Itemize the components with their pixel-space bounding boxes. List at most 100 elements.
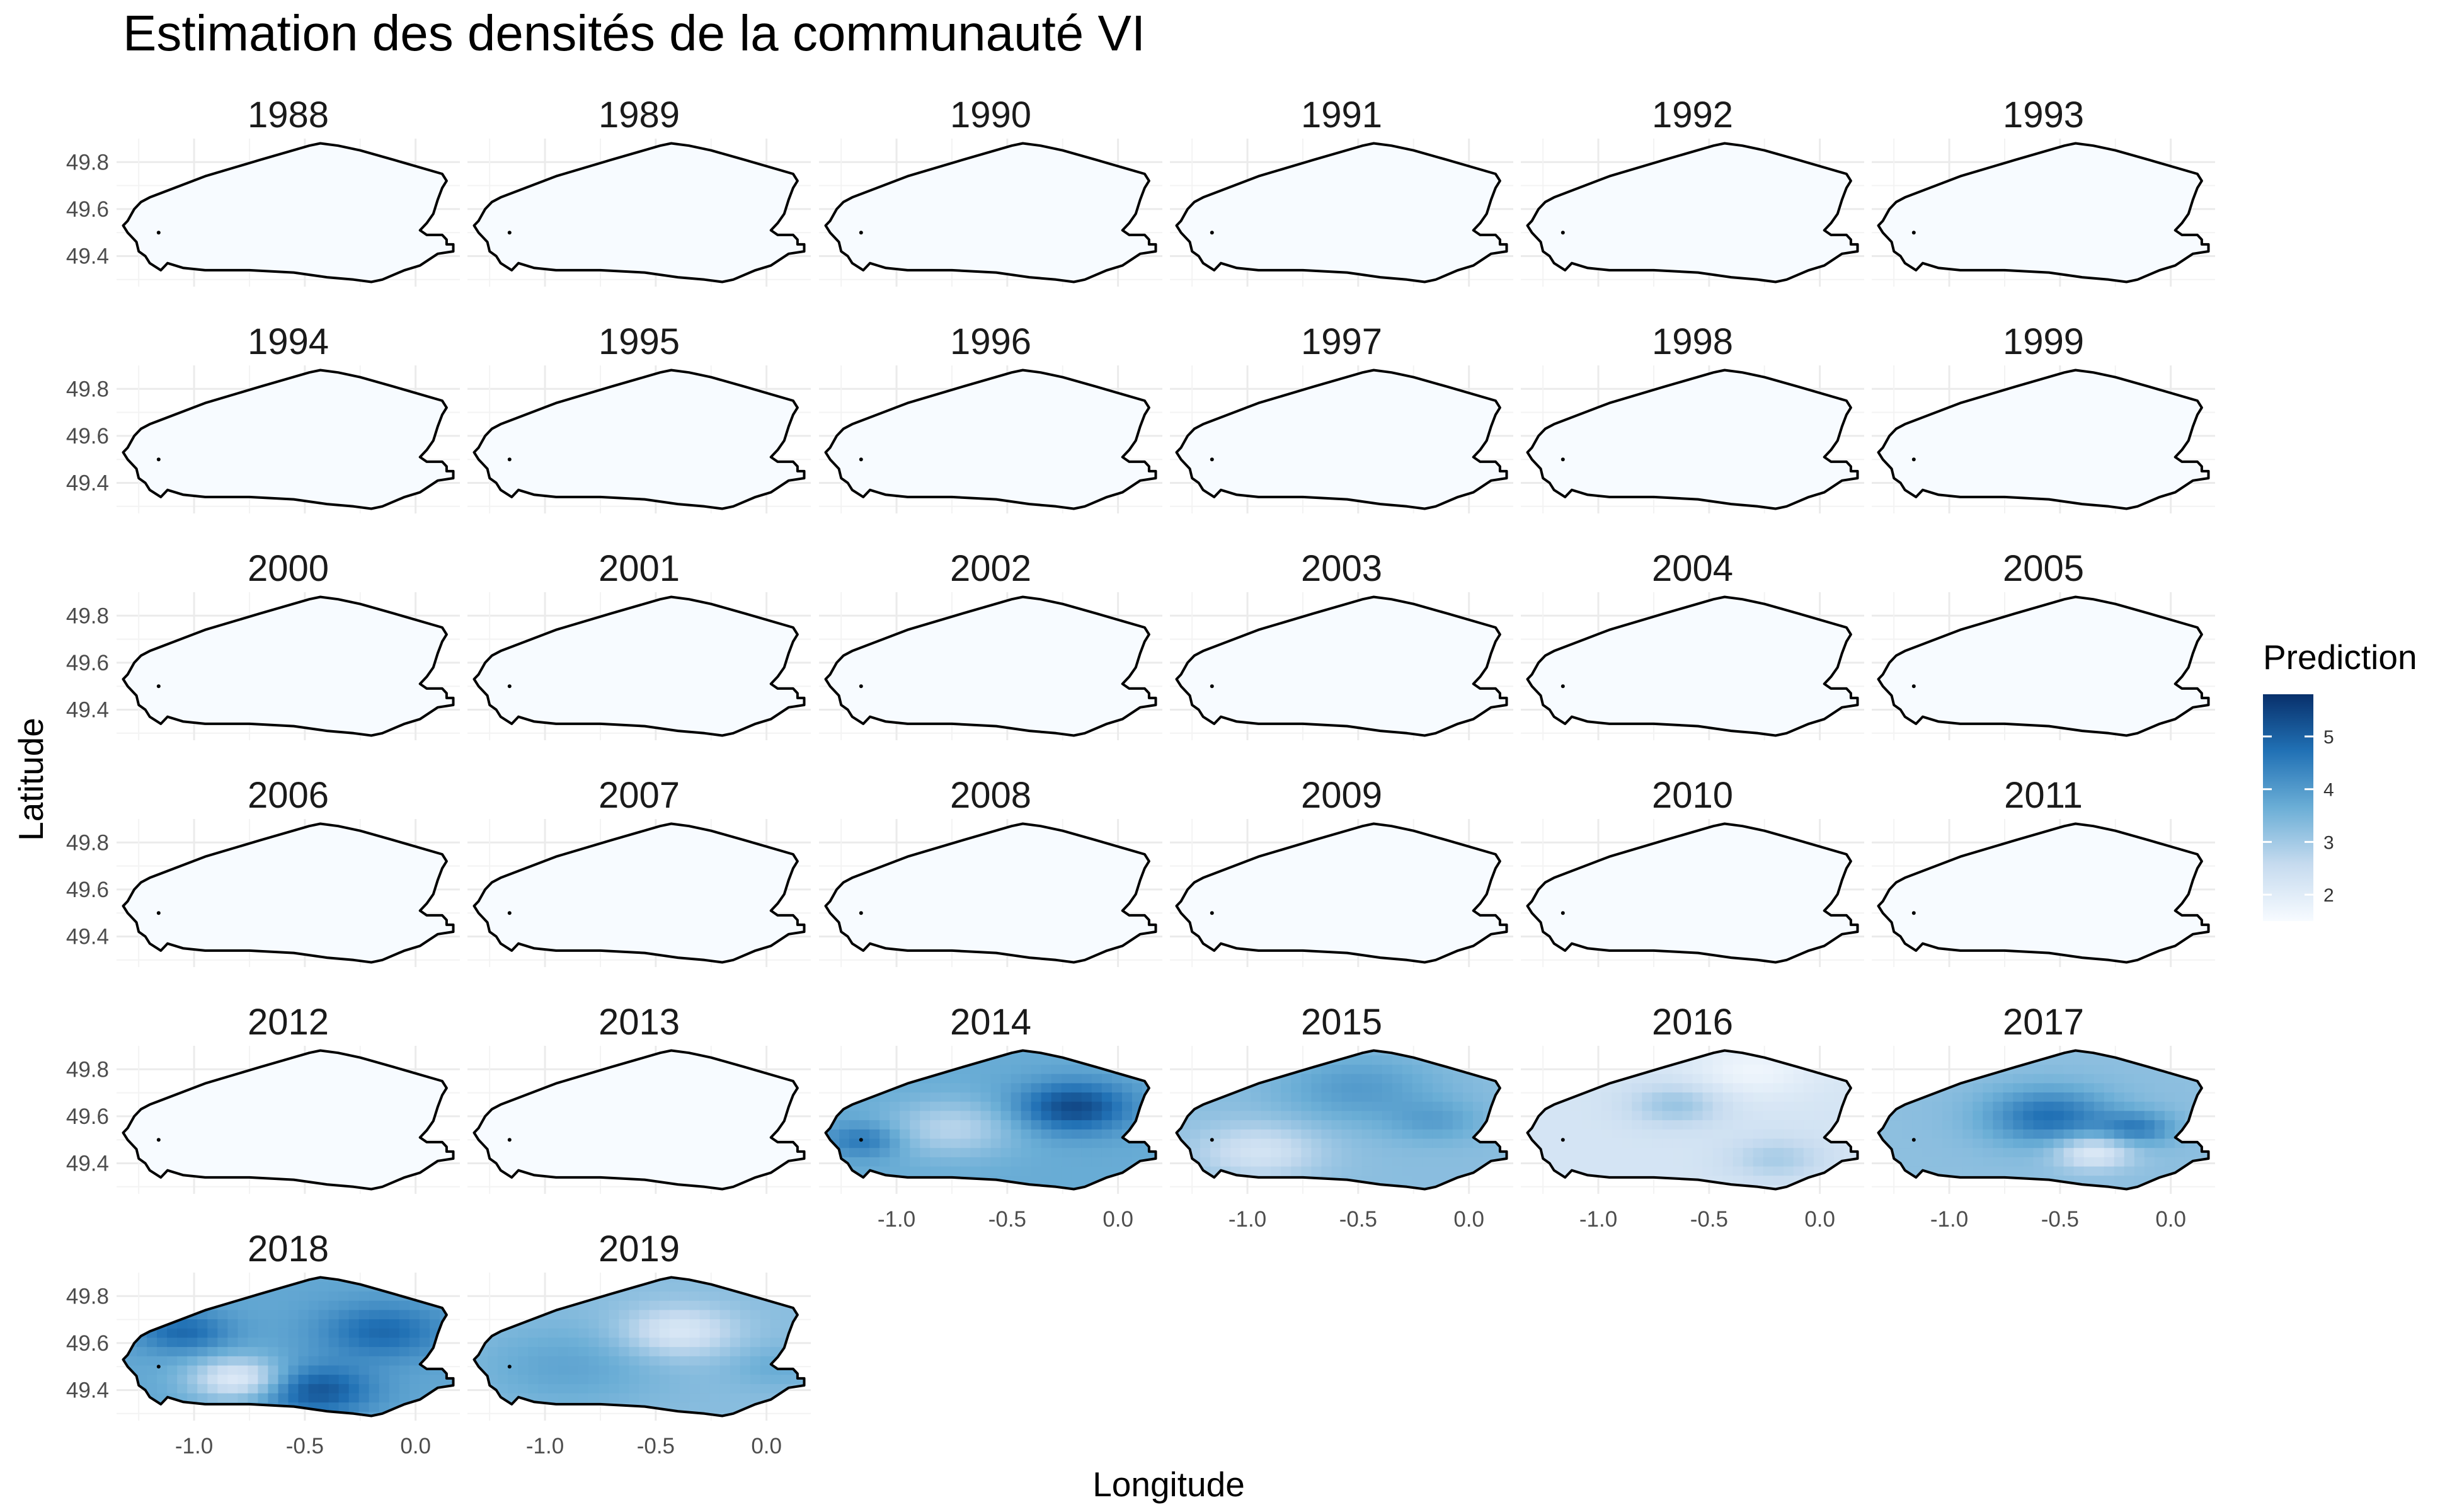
density-cell (2033, 1050, 2044, 1056)
density-cell (308, 1291, 319, 1301)
density-cell (1230, 1147, 1241, 1157)
density-cell (207, 1383, 218, 1394)
density-cell (399, 1319, 410, 1329)
density-cells-2019 (474, 1277, 805, 1416)
density-cell (1612, 1166, 1622, 1176)
density-cell (1311, 1074, 1322, 1084)
density-cell (2013, 1050, 2024, 1056)
facet-panel-1998: 1998 (1521, 321, 1864, 513)
density-cell (619, 1328, 629, 1338)
density-cell (1301, 1074, 1312, 1084)
density-cell (318, 1319, 329, 1329)
density-cell (2043, 1166, 2054, 1176)
density-cell (538, 1337, 549, 1348)
density-cell (278, 1383, 289, 1394)
density-cell (167, 1411, 178, 1416)
density-cell (1341, 1092, 1353, 1102)
density-cell (187, 1374, 198, 1384)
density-cell (1973, 1157, 1983, 1167)
density-cell (123, 1300, 127, 1310)
density-cell (538, 1346, 549, 1356)
density-cell (699, 1392, 711, 1403)
density-cell (2093, 1147, 2105, 1157)
density-cell (1442, 1055, 1453, 1065)
density-cell (1503, 1050, 1507, 1056)
density-cell (679, 1319, 690, 1329)
density-cell (2205, 1175, 2209, 1185)
density-cell (619, 1319, 629, 1329)
density-cell (2184, 1166, 2196, 1176)
density-cell (1422, 1166, 1433, 1176)
density-cell (1321, 1050, 1332, 1056)
density-cell (207, 1392, 218, 1403)
density-cell (1220, 1074, 1231, 1084)
density-cell (268, 1291, 278, 1301)
island-marker (859, 911, 863, 915)
density-cell (970, 1120, 981, 1130)
density-cell (548, 1365, 559, 1375)
density-cell (389, 1365, 400, 1375)
region-fill (123, 823, 454, 963)
density-cell (1912, 1074, 1923, 1084)
density-cell (659, 1365, 670, 1375)
density-cell (123, 1402, 127, 1412)
facet-panel-2017: 2017-1.0 -0.5 0.0 (1872, 1002, 2215, 1232)
density-cell (1176, 1175, 1181, 1185)
density-cell (1101, 1092, 1113, 1102)
density-cell (1503, 1055, 1507, 1065)
density-cell (419, 1281, 430, 1292)
density-cell (1612, 1110, 1622, 1121)
density-cell (770, 1411, 781, 1416)
density-cell (598, 1365, 609, 1375)
density-cell (1722, 1064, 1734, 1074)
density-cell (1793, 1129, 1804, 1139)
density-cell (849, 1175, 860, 1185)
density-cell (268, 1346, 278, 1356)
density-cell (127, 1383, 137, 1394)
density-cell (1773, 1074, 1784, 1084)
density-cell (288, 1365, 299, 1375)
density-cell (1571, 1138, 1582, 1148)
density-cell (1220, 1120, 1231, 1130)
density-cell (1983, 1184, 1993, 1189)
x-tick-label: -0.5 (1690, 1207, 1728, 1232)
density-cell (1622, 1166, 1632, 1176)
density-cell (780, 1374, 791, 1384)
density-cell (1382, 1082, 1393, 1093)
density-cell (1591, 1129, 1602, 1139)
island-marker (1561, 911, 1565, 915)
density-cell (278, 1356, 289, 1366)
density-cell (598, 1356, 609, 1366)
density-cell (960, 1092, 971, 1102)
island-marker (1561, 231, 1565, 235)
density-cell (568, 1309, 579, 1320)
density-cell (318, 1337, 329, 1348)
density-cell (1180, 1074, 1191, 1084)
density-cell (910, 1092, 920, 1102)
density-cell (2053, 1184, 2065, 1189)
density-cell (1422, 1175, 1433, 1185)
density-cell (801, 1392, 805, 1403)
density-cell (167, 1328, 178, 1338)
density-cell (2124, 1147, 2135, 1157)
density-cell (1220, 1138, 1231, 1148)
density-cell (1402, 1147, 1413, 1157)
density-cell (348, 1277, 360, 1283)
density-cell (1632, 1157, 1642, 1167)
density-cell (127, 1281, 137, 1292)
facet-label-2008: 2008 (950, 775, 1031, 816)
density-cell (1311, 1050, 1322, 1056)
density-cell (1612, 1129, 1622, 1139)
density-cell (2104, 1120, 2115, 1130)
density-cell (528, 1383, 539, 1394)
facet-label-2006: 2006 (248, 775, 329, 816)
density-cell (1011, 1074, 1022, 1084)
density-cell (207, 1374, 218, 1384)
density-cell (790, 1281, 801, 1292)
density-cell (1843, 1050, 1855, 1056)
density-cell (1091, 1147, 1102, 1157)
density-cell (1763, 1184, 1774, 1189)
density-cell (1402, 1120, 1413, 1130)
density-cell (2114, 1092, 2125, 1102)
density-cell (1261, 1138, 1271, 1148)
